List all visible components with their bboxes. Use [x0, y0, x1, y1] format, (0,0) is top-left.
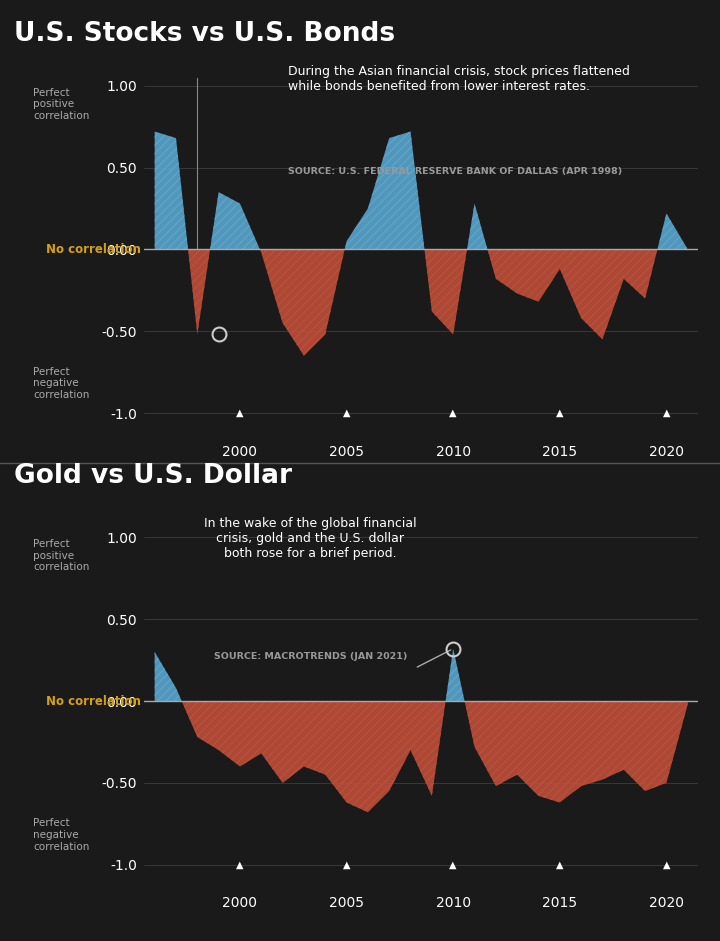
Text: No correlation: No correlation	[46, 694, 141, 708]
Text: Perfect
positive
correlation: Perfect positive correlation	[33, 539, 89, 572]
Text: U.S. Stocks vs U.S. Bonds: U.S. Stocks vs U.S. Bonds	[14, 21, 395, 47]
Text: SOURCE: U.S. FEDERAL RESERVE BANK OF DALLAS (APR 1998): SOURCE: U.S. FEDERAL RESERVE BANK OF DAL…	[288, 167, 622, 176]
Text: ▲: ▲	[343, 408, 351, 418]
Text: ▲: ▲	[343, 860, 351, 869]
Text: Perfect
positive
correlation: Perfect positive correlation	[33, 88, 89, 120]
Text: ▲: ▲	[236, 408, 243, 418]
Text: ▲: ▲	[556, 408, 564, 418]
Text: In the wake of the global financial
crisis, gold and the U.S. dollar
both rose f: In the wake of the global financial cris…	[204, 517, 417, 560]
Text: ▲: ▲	[449, 860, 457, 869]
Text: Perfect
negative
correlation: Perfect negative correlation	[33, 367, 89, 400]
Text: Perfect
negative
correlation: Perfect negative correlation	[33, 819, 89, 852]
Text: During the Asian financial crisis, stock prices flattened
while bonds benefited : During the Asian financial crisis, stock…	[288, 65, 630, 93]
Text: No correlation: No correlation	[46, 243, 141, 256]
Text: Gold vs U.S. Dollar: Gold vs U.S. Dollar	[14, 463, 292, 489]
Text: SOURCE: MACROTRENDS (JAN 2021): SOURCE: MACROTRENDS (JAN 2021)	[214, 652, 407, 662]
Text: ▲: ▲	[236, 860, 243, 869]
Text: ▲: ▲	[662, 408, 670, 418]
Text: ▲: ▲	[449, 408, 457, 418]
Text: ▲: ▲	[556, 860, 564, 869]
Text: ▲: ▲	[662, 860, 670, 869]
